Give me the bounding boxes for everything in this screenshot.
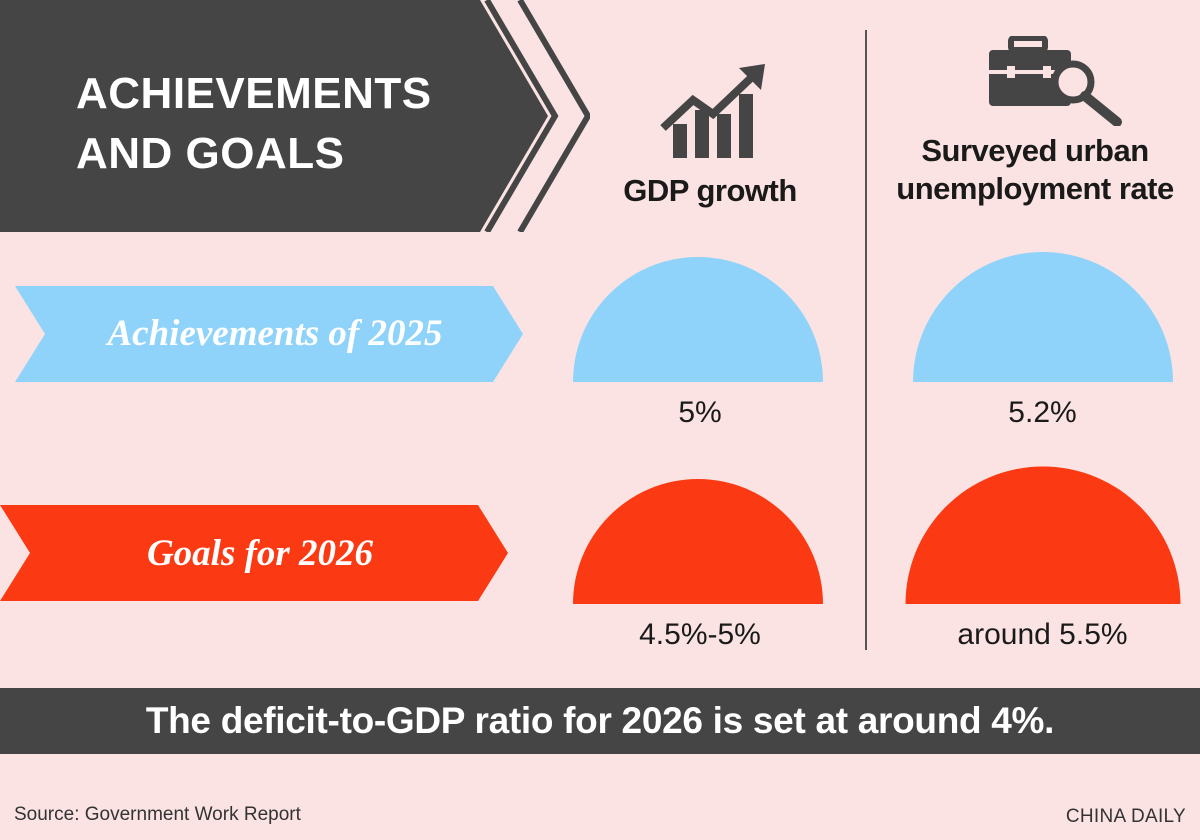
column-divider	[865, 30, 867, 650]
page-title-line1: ACHIEVEMENTS	[76, 69, 432, 118]
value-gdp-2025: 5%	[678, 396, 722, 429]
deficit-note-bar: The deficit-to-GDP ratio for 2026 is set…	[0, 688, 1200, 754]
unemployment-heading-line2: unemployment rate	[896, 171, 1174, 206]
publisher-credit: CHINA DAILY	[1065, 806, 1186, 827]
page-title: ACHIEVEMENTS AND GOALS	[76, 64, 496, 184]
briefcase-magnifier-icon	[989, 36, 1122, 126]
mark-gdp-2025	[573, 257, 823, 382]
header-banner	[0, 0, 590, 232]
mark-unemployment-2026-goal	[905, 466, 1181, 604]
goals-arrow-banner	[0, 505, 508, 601]
achievements-row-label: Achievements of 2025	[107, 313, 443, 354]
mark-unemployment-2025	[913, 252, 1173, 382]
value-gdp-2026-goal: 4.5%-5%	[639, 618, 761, 651]
goals-row-label: Goals for 2026	[146, 533, 374, 574]
unemployment-heading-line1: Surveyed urban	[921, 133, 1149, 168]
page-title-line2: AND GOALS	[76, 129, 345, 178]
unemployment-heading: Surveyed urban unemployment rate	[870, 132, 1200, 208]
value-unemployment-2026-goal: around 5.5%	[957, 618, 1128, 651]
mark-gdp-2026-goal	[573, 479, 823, 604]
source-note: Source: Government Work Report	[14, 804, 301, 825]
value-unemployment-2025: 5.2%	[1008, 396, 1077, 429]
achievements-arrow-banner	[15, 286, 523, 382]
gdp-growth-heading: GDP growth	[623, 173, 797, 208]
rising-bar-chart-icon	[660, 64, 765, 158]
